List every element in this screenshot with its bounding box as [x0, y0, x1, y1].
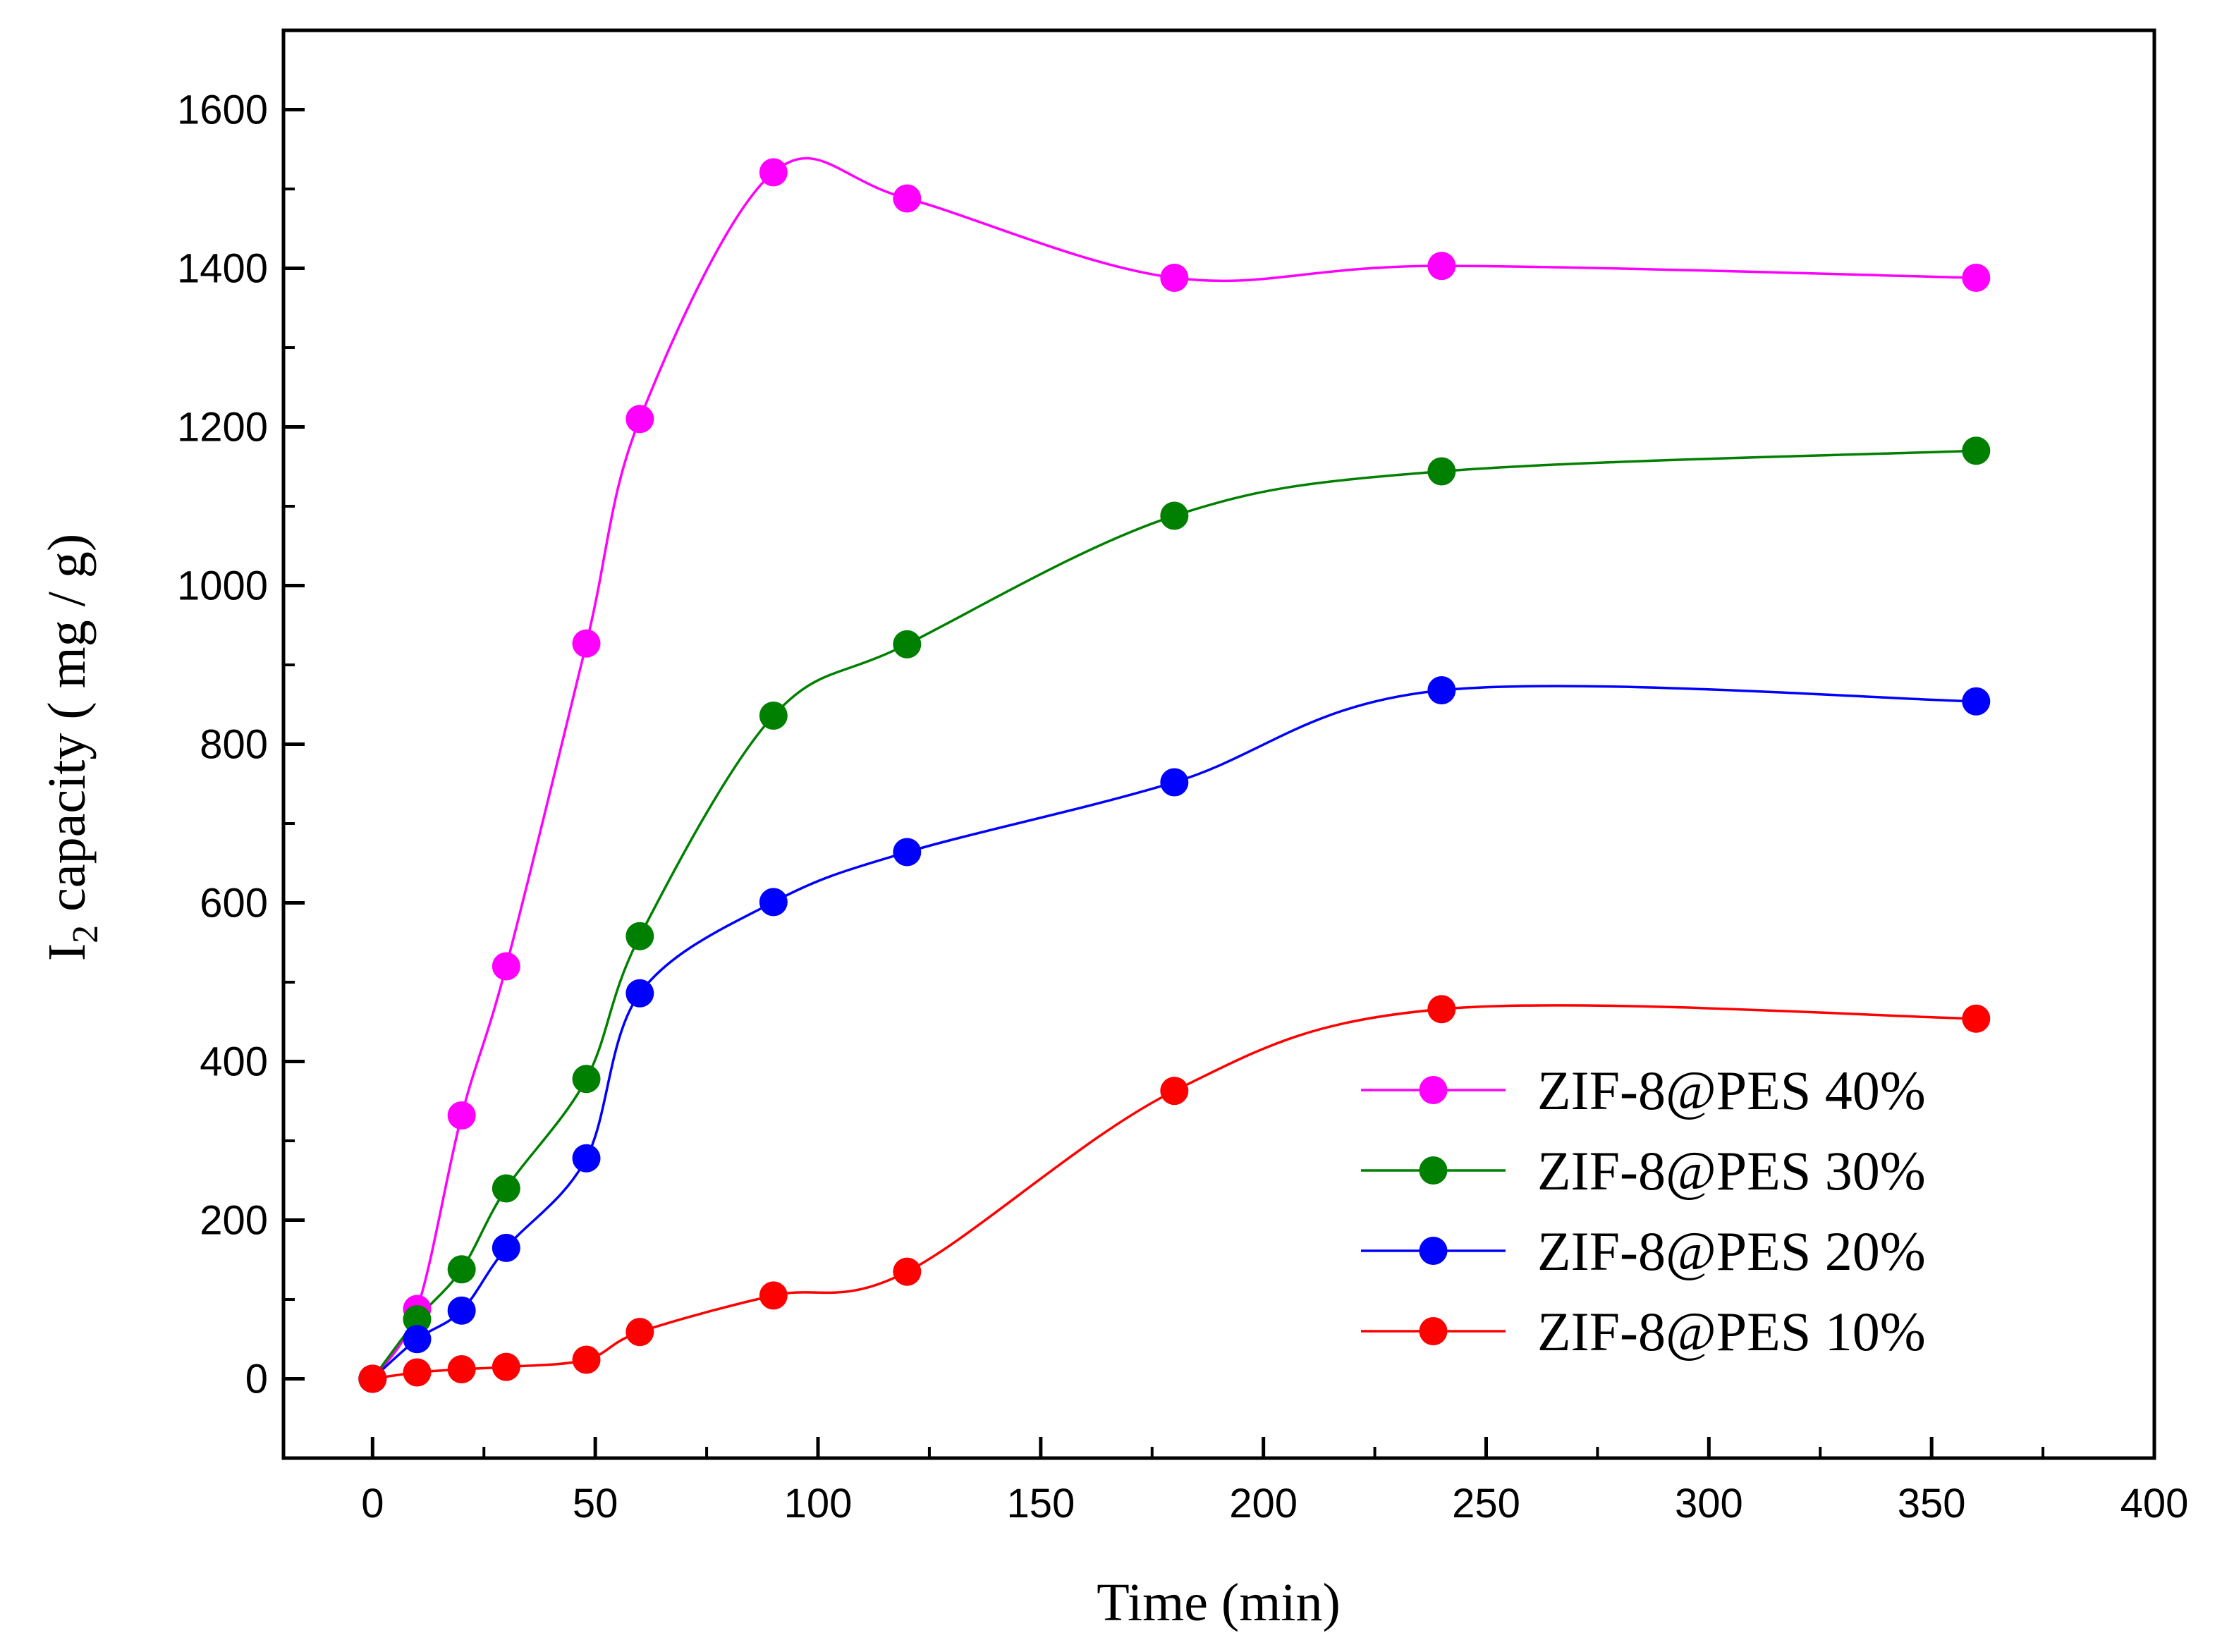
data-point: [1962, 687, 1991, 716]
x-tick-label: 0: [361, 1481, 384, 1526]
data-point: [625, 922, 654, 950]
y-tick-label: 800: [200, 722, 268, 768]
data-points: [358, 158, 1991, 1393]
y-tick-label: 1200: [177, 405, 268, 451]
data-point: [1160, 501, 1189, 530]
legend: ZIF-8@PES 40% ZIF-8@PES 30% ZIF-8@PES 20% Z…: [1361, 1060, 1926, 1362]
data-point: [572, 1345, 601, 1374]
data-point: [759, 1281, 788, 1310]
x-tick-label: 200: [1229, 1481, 1298, 1526]
data-point: [492, 1352, 520, 1381]
data-point: [447, 1101, 476, 1130]
data-point: [893, 630, 922, 659]
data-point: [447, 1296, 476, 1325]
data-point: [1962, 264, 1991, 292]
legend-marker: [1419, 1156, 1448, 1185]
y-axis-title-suffix: capacity ( mg / g): [37, 534, 97, 925]
y-axis-title-prefix: I: [37, 943, 97, 961]
data-point: [492, 952, 520, 981]
legend-marker: [1419, 1317, 1448, 1345]
data-point: [572, 629, 601, 658]
data-point: [759, 888, 788, 917]
y-tick-label: 1400: [177, 246, 268, 292]
legend-label: ZIF-8@PES 10%: [1537, 1301, 1926, 1362]
data-point: [492, 1233, 520, 1262]
legend-label: ZIF-8@PES 30%: [1537, 1140, 1926, 1201]
data-point: [447, 1355, 476, 1383]
data-point: [403, 1325, 432, 1354]
y-tick-label: 1000: [177, 563, 268, 609]
y-axis-title: I2 capacity ( mg / g): [37, 534, 106, 961]
legend-label: ZIF-8@PES 40%: [1537, 1060, 1926, 1121]
y-axis-title-subscript: 2: [66, 925, 106, 943]
data-point: [625, 405, 654, 434]
x-tick-label: 250: [1452, 1481, 1520, 1526]
x-tick-label: 150: [1006, 1481, 1075, 1526]
x-tick-label: 350: [1898, 1481, 1966, 1526]
data-point: [1160, 768, 1189, 797]
y-tick-label: 200: [200, 1198, 268, 1244]
y-tick-label: 1600: [177, 87, 268, 133]
data-point: [1962, 1004, 1991, 1033]
data-point: [1427, 995, 1456, 1024]
legend-marker: [1419, 1237, 1448, 1265]
data-point: [447, 1255, 476, 1284]
data-point: [759, 702, 788, 730]
data-point: [893, 838, 922, 867]
data-point: [403, 1305, 432, 1334]
data-point: [572, 1144, 601, 1173]
data-point: [893, 184, 922, 213]
data-point: [1427, 676, 1456, 704]
y-tick-label: 0: [245, 1357, 268, 1402]
x-axis-title: Time (min): [1097, 1573, 1341, 1632]
x-tick-label: 100: [784, 1481, 853, 1526]
y-tick-label: 400: [200, 1039, 268, 1085]
legend-label: ZIF-8@PES 20%: [1537, 1220, 1926, 1282]
data-point: [1962, 436, 1991, 465]
data-point: [625, 979, 654, 1008]
x-tick-label: 300: [1675, 1481, 1743, 1526]
x-tick-label: 400: [2120, 1481, 2189, 1526]
data-point: [1427, 457, 1456, 486]
data-point: [1427, 252, 1456, 281]
data-point: [492, 1174, 520, 1203]
data-point: [759, 158, 788, 187]
y-tick-label: 600: [200, 881, 268, 926]
data-point: [893, 1257, 922, 1286]
data-point: [625, 1318, 654, 1347]
x-tick-label: 50: [573, 1481, 618, 1526]
data-point: [358, 1364, 387, 1393]
x-axis-ticks: 0 50 100 150 200 250 300 350 400: [361, 1437, 2188, 1526]
legend-marker: [1419, 1076, 1448, 1104]
data-point: [572, 1065, 601, 1094]
y-axis-ticks: 0 200 400 600 800 1000 1200 1400 1600: [177, 87, 305, 1402]
data-point: [1160, 1077, 1189, 1106]
data-point: [403, 1358, 432, 1387]
data-point: [1160, 264, 1189, 292]
